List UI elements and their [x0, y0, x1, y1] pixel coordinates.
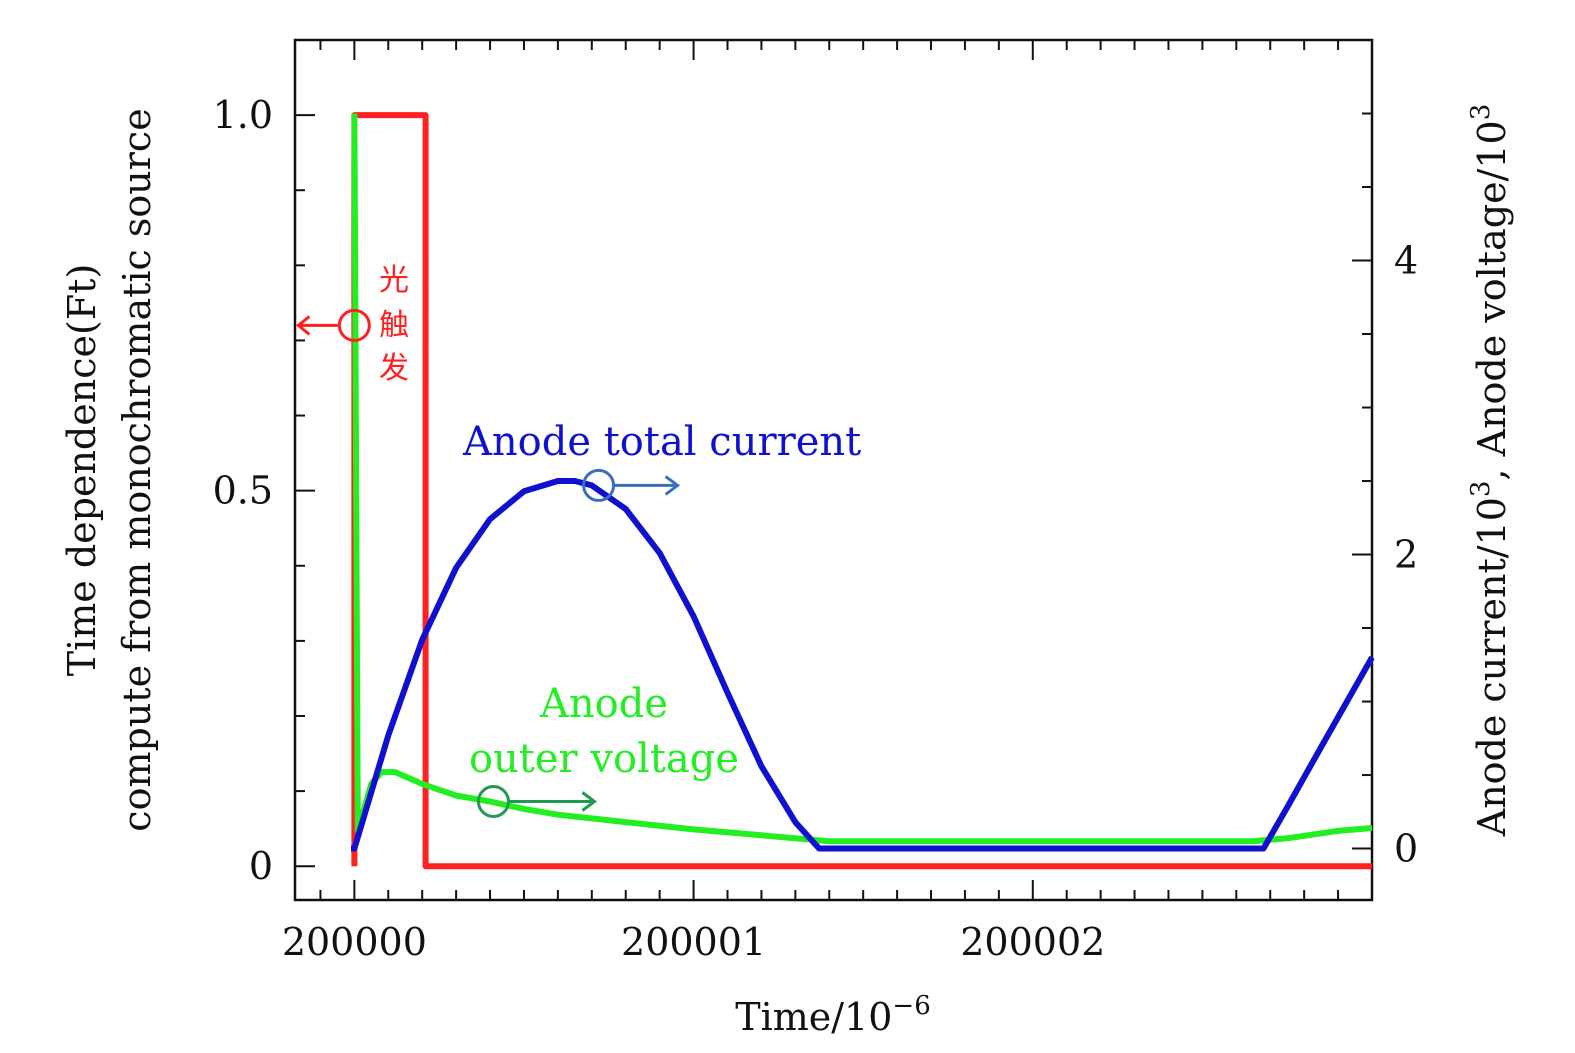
annotation-markers: [295, 308, 681, 819]
voltage-marker-arrow-head: [581, 791, 597, 812]
x-tick-label: 200001: [621, 920, 766, 964]
anode-outer-voltage-label-line2: outer voltage: [469, 736, 739, 782]
y-right-tick-label: 0: [1394, 827, 1418, 871]
y-left-tick-label: 0.5: [213, 469, 273, 513]
plot-frame: [293, 38, 1374, 902]
photo-trigger-char-1: 光: [379, 263, 409, 298]
trigger-marker-arrow-head: [295, 315, 311, 336]
tick-labels: 200000 200001 200002 0 0.5 1.0 0 2 4: [213, 93, 1419, 964]
x-tick-label: 200000: [282, 920, 427, 964]
y-left-axis-title-line2: compute from monochromatic source: [115, 108, 159, 831]
anode-outer-voltage-label-line1: Anode: [539, 681, 668, 727]
anode-total-current-label: Anode total current: [462, 419, 861, 465]
y-right-tick-label: 4: [1394, 239, 1418, 283]
y-left-axis-title-line1: Time dependence(Ft): [60, 264, 104, 677]
anode-current-series-line: [351, 478, 1375, 852]
series-layer: [351, 112, 1375, 870]
x-tick-label: 200002: [960, 920, 1105, 964]
x-axis-title: Time/10−6: [735, 991, 931, 1039]
photo-trigger-label: 光 触 发: [379, 263, 409, 386]
y-left-tick-label: 0: [249, 844, 273, 888]
anode-voltage-series-line: [351, 113, 1373, 845]
y-left-tick-label: 1.0: [213, 93, 273, 137]
photo-trigger-char-2: 触: [379, 308, 409, 343]
y-right-axis-title: Anode current/103, Anode voltage/103: [1466, 104, 1514, 838]
current-marker-arrow-head: [664, 475, 681, 496]
photo-trigger-char-3: 发: [379, 351, 409, 386]
y-right-tick-label: 2: [1394, 533, 1418, 577]
ticks: [295, 39, 1373, 900]
